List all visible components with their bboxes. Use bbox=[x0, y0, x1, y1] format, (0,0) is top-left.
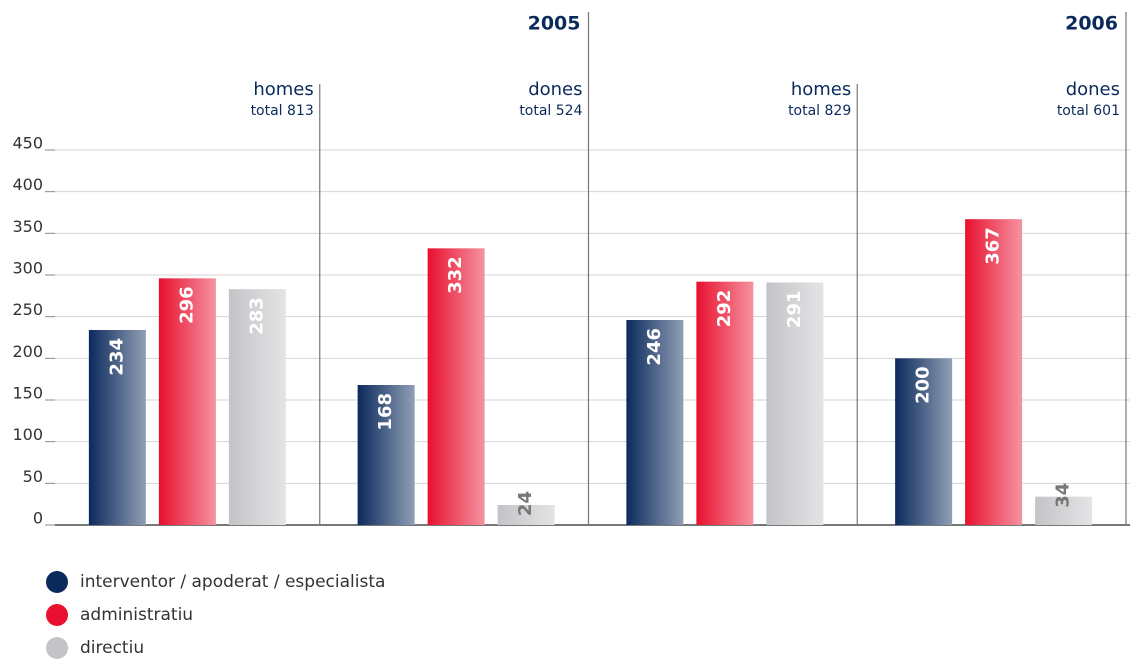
value-label: 296 bbox=[176, 286, 197, 324]
category-total: total 829 bbox=[788, 103, 851, 119]
y-tick-label: 450 bbox=[12, 134, 43, 153]
bar bbox=[965, 219, 1023, 525]
legend-swatch bbox=[46, 604, 68, 626]
legend-swatch bbox=[46, 637, 68, 659]
year-label: 2005 bbox=[528, 13, 581, 35]
y-tick-label: 200 bbox=[12, 342, 43, 361]
bar bbox=[766, 282, 824, 525]
category-label: homes bbox=[253, 79, 313, 100]
y-tick-label: 50 bbox=[23, 467, 43, 486]
bar bbox=[228, 289, 286, 525]
bar bbox=[158, 278, 216, 525]
category-total: total 524 bbox=[519, 103, 582, 119]
y-tick-label: 300 bbox=[12, 259, 43, 278]
value-label: 234 bbox=[106, 338, 127, 376]
value-label: 168 bbox=[375, 393, 396, 431]
bar bbox=[357, 385, 415, 525]
value-label: 283 bbox=[246, 297, 267, 335]
y-tick-label: 250 bbox=[12, 300, 43, 319]
category-label: homes bbox=[791, 79, 851, 100]
value-label: 200 bbox=[913, 366, 934, 404]
y-tick-label: 150 bbox=[12, 384, 43, 403]
category-total: total 813 bbox=[251, 103, 314, 119]
value-label: 34 bbox=[1053, 483, 1074, 508]
legend-swatch bbox=[46, 571, 68, 593]
y-tick-label: 350 bbox=[12, 217, 43, 236]
year-label: 2006 bbox=[1065, 13, 1118, 35]
bar bbox=[696, 281, 754, 525]
legend-label: interventor / apoderat / especialista bbox=[80, 572, 385, 592]
y-tick-label: 400 bbox=[12, 175, 43, 194]
category-total: total 601 bbox=[1057, 103, 1120, 119]
bar bbox=[88, 330, 146, 525]
y-tick-label: 0 bbox=[33, 509, 43, 528]
y-tick-label: 100 bbox=[12, 425, 43, 444]
category-label: dones bbox=[1066, 79, 1120, 100]
value-label: 24 bbox=[515, 491, 536, 516]
value-label: 291 bbox=[784, 291, 805, 329]
bar bbox=[497, 505, 555, 525]
value-label: 332 bbox=[445, 256, 466, 294]
bar bbox=[626, 320, 684, 525]
value-label: 367 bbox=[983, 227, 1004, 265]
bar bbox=[895, 358, 953, 525]
category-label: dones bbox=[528, 79, 582, 100]
bar bbox=[1035, 496, 1093, 525]
legend-label: administratiu bbox=[80, 605, 193, 625]
legend-label: directiu bbox=[80, 638, 144, 658]
value-label: 292 bbox=[714, 290, 735, 328]
value-label: 246 bbox=[644, 328, 665, 366]
bar bbox=[427, 248, 485, 526]
